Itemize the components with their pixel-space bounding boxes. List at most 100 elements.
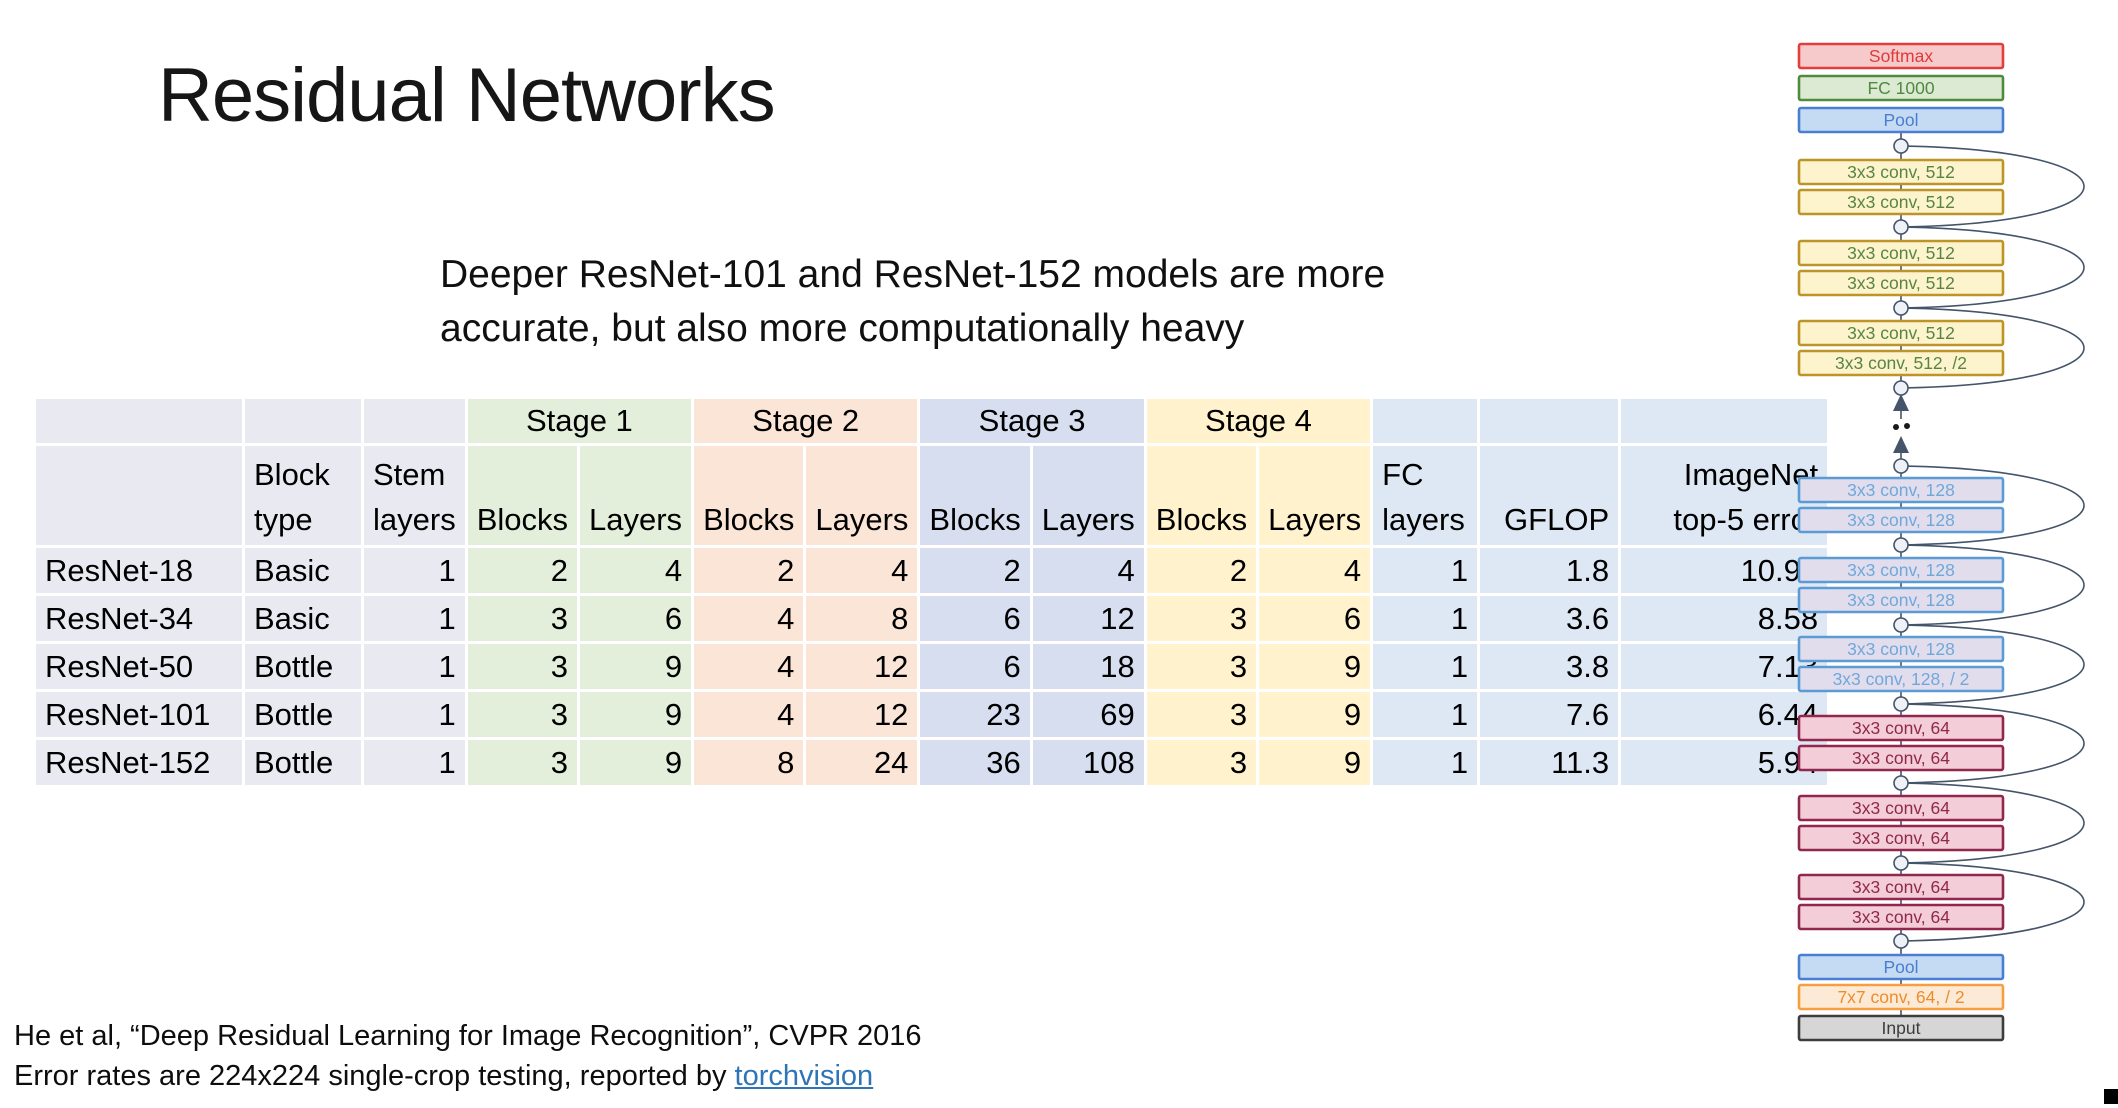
skip-connection-arc	[1900, 703, 2085, 784]
diagram-box-label: Pool	[1883, 957, 1918, 977]
diagram-box-label: Input	[1882, 1018, 1921, 1038]
junction-node	[1893, 933, 1909, 949]
cell: 1	[364, 548, 465, 593]
cell: 6	[1259, 596, 1371, 641]
diagram-box-label: 3x3 conv, 128, / 2	[1833, 669, 1970, 689]
cell: ResNet-34	[36, 596, 242, 641]
cell: 4	[1032, 548, 1144, 593]
column-header: Layers	[1259, 446, 1371, 545]
diagram-box-pool	[1797, 953, 2005, 981]
diagram-box-conv7	[1797, 983, 2005, 1011]
stage3-header: Stage 3	[920, 399, 1144, 443]
diagram-box-conv64	[1797, 903, 2005, 931]
diagram-layer-boxes: Softmax FC 1000 Pool 3x3 conv, 512 3x3 conv,…	[1797, 42, 2005, 1042]
cell: 4	[694, 596, 804, 641]
cell: 9	[580, 692, 692, 737]
junction-node	[1893, 138, 1909, 154]
up-arrow-icon	[1893, 436, 1909, 453]
cell: Bottle	[245, 692, 361, 737]
cell: ResNet-101	[36, 692, 242, 737]
column-header: Blocks	[467, 446, 578, 545]
cell: 6	[580, 596, 692, 641]
column-header: Blocks	[1146, 446, 1257, 545]
column-header	[36, 446, 242, 545]
diagram-box-label: 3x3 conv, 128	[1847, 639, 1955, 659]
cell: 1	[1373, 548, 1478, 593]
flow-arrows	[1893, 394, 1909, 453]
diagram-box-input	[1797, 1014, 2005, 1042]
junction-node	[1893, 458, 1909, 474]
cell: 3	[467, 596, 578, 641]
cell: 108	[1032, 740, 1144, 785]
cell: 3	[1146, 740, 1257, 785]
diagram-box-label: 3x3 conv, 64	[1852, 748, 1950, 768]
cell: ResNet-18	[36, 548, 242, 593]
column-header: Layers	[1032, 446, 1144, 545]
black-corner-marker	[2104, 1089, 2118, 1104]
cell: 9	[1259, 644, 1371, 689]
cell: 12	[1032, 596, 1144, 641]
diagram-box-label: Pool	[1883, 110, 1918, 130]
cell: 1	[1373, 596, 1478, 641]
cell: 69	[1032, 692, 1144, 737]
cell: 9	[580, 644, 692, 689]
cell: 2	[694, 548, 804, 593]
skip-connection-arc	[1900, 862, 2085, 942]
skip-connection-arc	[1900, 624, 2085, 705]
diagram-box-label: 3x3 conv, 64	[1852, 828, 1950, 848]
diagram-box-label: 3x3 conv, 512	[1847, 192, 1955, 212]
spacer-cell	[364, 399, 465, 443]
stage-header-row: Stage 1 Stage 2 Stage 3 Stage 4	[36, 399, 1828, 443]
cell: Bottle	[245, 644, 361, 689]
column-header-row: Block type Stem layers Blocks Layers Blo…	[36, 446, 1828, 545]
torchvision-link[interactable]: torchvision	[734, 1060, 874, 1092]
diagram-box-label: 3x3 conv, 512	[1847, 243, 1955, 263]
cell: 1	[364, 644, 465, 689]
cell: 7.6	[1480, 692, 1619, 737]
dot	[1893, 424, 1899, 430]
cell: 2	[920, 548, 1030, 593]
cell: 3	[467, 644, 578, 689]
cell: 4	[694, 692, 804, 737]
diagram-box-conv512	[1797, 239, 2005, 267]
cell: 9	[1259, 692, 1371, 737]
cell: 2	[467, 548, 578, 593]
diagram-box-conv512	[1797, 319, 2005, 347]
skip-connection-arc	[1900, 226, 2085, 309]
diagram-box-label: 3x3 conv, 512, /2	[1835, 353, 1967, 373]
subtitle: Deeper ResNet-101 and ResNet-152 models …	[440, 248, 1385, 356]
cell: 3	[1146, 644, 1257, 689]
cell: 4	[806, 548, 918, 593]
diagram-box-conv64	[1797, 794, 2005, 822]
stage1-header: Stage 1	[467, 399, 692, 443]
table-row-resnet152: ResNet-152 Bottle 1 3 9 8 24 36 108 3 9 …	[36, 740, 1828, 785]
skip-connection-arc	[1900, 465, 2085, 546]
cell: 1.8	[1480, 548, 1619, 593]
diagram-box-label: 3x3 conv, 64	[1852, 907, 1950, 927]
column-header: ImageNet top-5 error	[1621, 446, 1828, 545]
cell: 6	[920, 644, 1030, 689]
diagram-box-conv128	[1797, 506, 2005, 534]
resnet-architecture-diagram: Softmax FC 1000 Pool 3x3 conv, 512 3x3 conv,…	[1797, 42, 2085, 1042]
diagram-box-label: 3x3 conv, 128	[1847, 560, 1955, 580]
cell: 1	[1373, 740, 1478, 785]
cell: ResNet-152	[36, 740, 242, 785]
diagram-box-label: 3x3 conv, 64	[1852, 877, 1950, 897]
cell: 1	[364, 740, 465, 785]
diagram-box-conv128	[1797, 635, 2005, 663]
cell: 1	[364, 596, 465, 641]
cell: 18	[1032, 644, 1144, 689]
diagram-box-label: 3x3 conv, 128	[1847, 510, 1955, 530]
junction-nodes	[1893, 138, 1909, 949]
cell: 12	[806, 644, 918, 689]
junction-node	[1893, 219, 1909, 235]
diagram-box-conv512	[1797, 269, 2005, 297]
junction-node	[1893, 696, 1909, 712]
diagram-box-label: Softmax	[1869, 46, 1933, 66]
cell: 12	[806, 692, 918, 737]
skip-connection-arc	[1900, 544, 2085, 626]
cell: 2	[1146, 548, 1257, 593]
spacer-cell	[1480, 399, 1619, 443]
spacer-cell	[1373, 399, 1478, 443]
diagram-box-label: 3x3 conv, 512	[1847, 162, 1955, 182]
